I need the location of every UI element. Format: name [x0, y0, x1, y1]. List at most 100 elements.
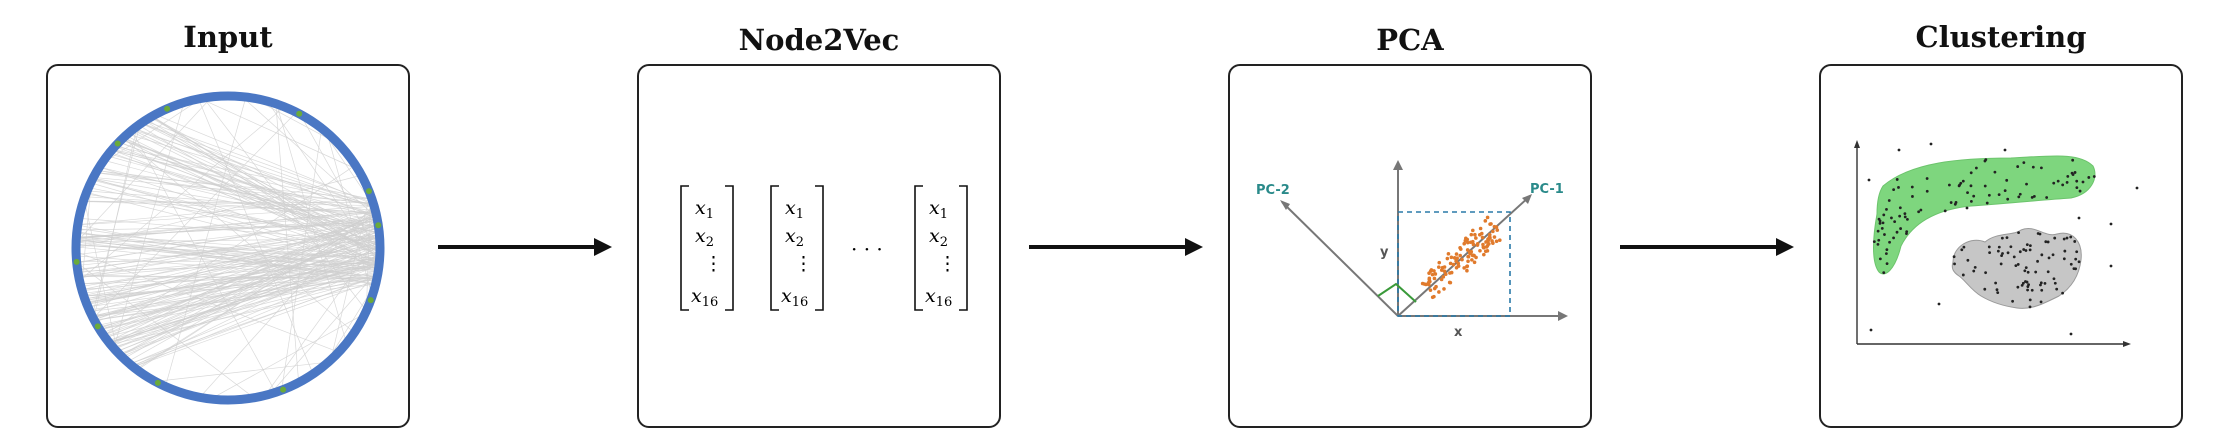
- cluster-point: [1903, 215, 1907, 219]
- graph-edge: [303, 120, 377, 250]
- right-angle-marker: [1377, 282, 1417, 303]
- graph-edge: [82, 193, 91, 276]
- node-accent: [73, 258, 80, 265]
- arrow-2: [1029, 238, 1203, 256]
- cluster-point: [1877, 238, 1881, 242]
- pca-point: [1432, 276, 1437, 281]
- pca-point: [1458, 253, 1463, 258]
- pca-point: [1480, 231, 1484, 236]
- pca-point: [1451, 262, 1456, 267]
- pca-point: [1465, 268, 1469, 273]
- pca-point: [1437, 260, 1442, 265]
- y-label: y: [1380, 245, 1389, 260]
- graph-edge: [281, 132, 322, 386]
- cluster-point: [2069, 235, 2073, 239]
- pca-point: [1463, 238, 1468, 243]
- cluster-grey: [1951, 228, 2082, 309]
- graph-edge: [127, 216, 373, 357]
- outlier-point: [1897, 148, 1901, 152]
- cluster-point: [2061, 183, 2065, 187]
- vector-1: x1 x2 ⋮ x16: [680, 185, 734, 311]
- svg-text:x1: x1: [929, 197, 948, 222]
- pca-point: [1469, 249, 1474, 254]
- cluster-point: [2005, 178, 2009, 182]
- pca-point: [1471, 228, 1475, 233]
- graph-edges: [79, 100, 377, 396]
- pca-point: [1430, 295, 1435, 300]
- pca-point: [1428, 288, 1433, 292]
- pca-point: [1478, 249, 1482, 253]
- cluster-point: [2062, 257, 2066, 261]
- pca-point: [1427, 282, 1431, 287]
- cluster-point: [1953, 262, 1956, 266]
- graph-edge: [275, 275, 374, 389]
- cluster-point: [1969, 171, 1973, 175]
- pca-point: [1483, 249, 1488, 254]
- cluster-point: [1949, 201, 1953, 204]
- circular-graph: [71, 91, 385, 405]
- cluster-point: [2016, 165, 2020, 168]
- cluster-point: [2052, 181, 2056, 185]
- pca-point: [1483, 219, 1488, 223]
- outlier-point: [2109, 264, 2113, 268]
- cluster-point: [1973, 265, 1977, 269]
- svg-text:⋮: ⋮: [938, 253, 957, 275]
- pca-point: [1449, 270, 1454, 275]
- cluster-point: [1876, 242, 1880, 246]
- cluster-point: [2003, 189, 2007, 193]
- cluster-point: [2073, 171, 2077, 174]
- cluster-point: [2039, 283, 2042, 287]
- cluster-point: [1988, 251, 1992, 255]
- cluster-point: [1881, 221, 1885, 225]
- pca-point: [1487, 232, 1492, 237]
- outlier-point: [1965, 206, 1969, 210]
- cluster-point: [1984, 271, 1988, 275]
- cluster-point: [1983, 159, 1987, 163]
- graph-edge: [82, 109, 282, 278]
- cluster-point: [2036, 259, 2039, 263]
- graph-edge: [89, 194, 376, 240]
- graph-edge: [206, 101, 353, 168]
- cluster-point: [2000, 254, 2003, 258]
- cluster-point: [1987, 245, 1991, 249]
- cluster-point: [1882, 271, 1886, 275]
- pca-point: [1455, 256, 1459, 260]
- pca-point: [1442, 265, 1447, 269]
- cluster-point: [1878, 219, 1882, 223]
- cluster-point: [2017, 231, 2020, 234]
- svg-text:x1: x1: [785, 197, 804, 222]
- cluster-point: [2017, 195, 2021, 199]
- pca-point: [1465, 248, 1470, 252]
- entry-x2: x2: [695, 225, 714, 250]
- graph-edge: [85, 206, 117, 345]
- cluster-point: [1943, 209, 1947, 213]
- cluster-point: [1987, 193, 1991, 197]
- cluster-point: [1917, 210, 1921, 214]
- pca-point: [1433, 272, 1438, 276]
- graph-edge: [87, 276, 374, 297]
- pca-point: [1486, 239, 1490, 243]
- pca-point: [1482, 252, 1486, 257]
- graph-edge: [154, 119, 377, 249]
- cluster-point: [2062, 237, 2066, 241]
- cluster-point: [2018, 192, 2022, 196]
- pca-point: [1470, 258, 1474, 262]
- cluster-point: [1887, 199, 1891, 202]
- clustering-panel: [1819, 64, 2183, 428]
- pca-point: [1445, 256, 1450, 261]
- graph-edge: [137, 266, 375, 366]
- pca-diagram: PC-2 PC-1 y x: [1256, 160, 1568, 340]
- node-accent: [367, 297, 374, 304]
- pca-point: [1428, 269, 1433, 273]
- cluster-point: [1925, 189, 1929, 193]
- graph-edge: [90, 193, 376, 265]
- graph-edge: [107, 222, 374, 334]
- graph-edge: [268, 241, 377, 391]
- cluster-point: [1993, 170, 1997, 174]
- cluster-point: [2040, 253, 2044, 257]
- graph-edge: [116, 150, 370, 205]
- node-accents: [73, 105, 382, 393]
- graph-edge: [79, 175, 358, 248]
- pca-point: [1441, 275, 1446, 279]
- entry-x1: x1: [695, 197, 714, 222]
